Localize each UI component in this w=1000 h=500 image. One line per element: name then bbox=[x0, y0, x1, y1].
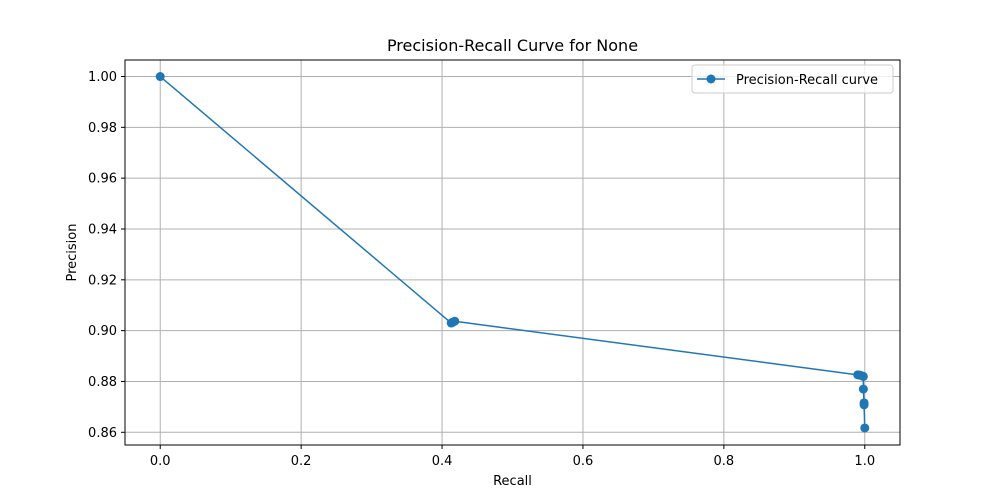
y-tick-label: 0.94 bbox=[88, 222, 117, 237]
y-tick-label: 0.98 bbox=[88, 121, 117, 136]
x-tick-label: 0.8 bbox=[714, 454, 735, 469]
legend-label: Precision-Recall curve bbox=[736, 73, 878, 88]
plot-frame bbox=[124, 59, 901, 446]
data-point bbox=[859, 400, 869, 410]
y-tick-label: 0.92 bbox=[88, 273, 117, 288]
x-tick-label: 0.0 bbox=[150, 454, 171, 469]
data-point bbox=[858, 371, 868, 381]
legend-marker-swatch bbox=[706, 74, 716, 84]
series-layer bbox=[155, 72, 870, 433]
y-axis-label: Precision bbox=[65, 223, 80, 281]
axis-ticks: 0.0 0.2 0.4 0.6 0.8 1.0 0.86 0.88 0.90 0.92 0.94 0.… bbox=[88, 70, 875, 469]
legend: Precision-Recall curve bbox=[691, 64, 894, 94]
x-tick-label: 1.0 bbox=[854, 454, 875, 469]
y-tick-label: 0.86 bbox=[88, 426, 117, 441]
y-tick-label: 0.96 bbox=[88, 172, 117, 187]
grid bbox=[125, 60, 900, 445]
data-point bbox=[858, 384, 868, 394]
y-tick-label: 1.00 bbox=[88, 70, 117, 85]
x-tick-label: 0.4 bbox=[432, 454, 453, 469]
data-point bbox=[155, 72, 165, 82]
y-tick-label: 0.88 bbox=[88, 375, 117, 390]
series-line bbox=[159, 75, 866, 428]
data-point bbox=[860, 423, 870, 433]
y-tick-label: 0.90 bbox=[88, 324, 117, 339]
x-tick-label: 0.2 bbox=[291, 454, 312, 469]
chart-title: Precision-Recall Curve for None bbox=[387, 36, 638, 55]
x-tick-label: 0.6 bbox=[573, 454, 594, 469]
legend-box bbox=[691, 64, 894, 94]
data-point bbox=[450, 316, 460, 326]
x-axis-label: Recall bbox=[493, 474, 532, 489]
